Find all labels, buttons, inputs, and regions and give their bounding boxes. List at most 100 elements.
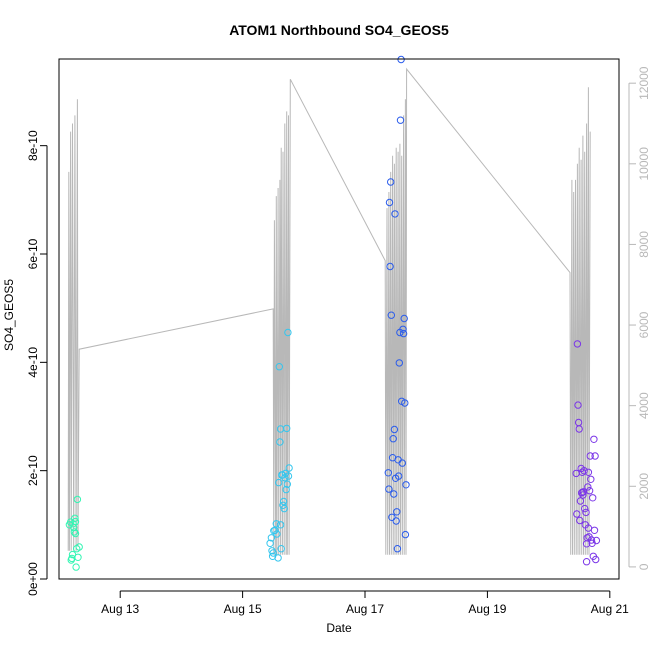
- data-point-s3-30: [590, 526, 599, 534]
- y-axis-label: SO4_GEOS5: [2, 279, 16, 351]
- y2-tick-label-4: 8000: [637, 231, 650, 258]
- y2-tick-label-1: 2000: [637, 473, 650, 500]
- x-tick-label-2: Aug 17: [346, 602, 384, 616]
- data-point-s2-24: [399, 325, 407, 333]
- data-point-s2-20: [396, 116, 405, 124]
- data-point-s0-10: [72, 563, 80, 571]
- axes-layer: Aug 13 Aug 15 Aug 17 Aug 19 Aug 21 0e+00 2e-10…: [26, 66, 650, 616]
- data-point-s2-28: [401, 530, 410, 539]
- data-point-s1-11: [276, 438, 284, 446]
- x-tick-label-0: Aug 13: [101, 602, 139, 616]
- data-point-s0-7: [70, 528, 79, 536]
- data-point-s1-16: [279, 501, 287, 509]
- y2-tick-label-3: 6000: [637, 311, 650, 338]
- data-point-s3-5: [575, 425, 583, 433]
- altitude-trace-line: [67, 67, 591, 555]
- data-point-s1-27: [275, 478, 283, 487]
- data-point-s2-27: [401, 399, 409, 407]
- data-point-s1-21: [283, 424, 291, 433]
- data-point-s3-33: [592, 536, 601, 545]
- data-point-s3-17: [582, 558, 591, 566]
- data-point-s1-26: [276, 521, 285, 529]
- data-point-s3-1: [573, 510, 581, 518]
- x-axis-label: Date: [326, 621, 352, 635]
- data-point-s2-18: [395, 359, 403, 367]
- data-point-s3-22: [585, 487, 594, 495]
- data-point-s3-23: [586, 452, 594, 460]
- y-tick-label-1: 2e-10: [26, 455, 40, 486]
- data-point-s2-9: [390, 490, 398, 498]
- y2-tick-label-0: 0: [637, 563, 650, 570]
- data-point-s2-10: [390, 425, 399, 434]
- data-point-s2-5: [387, 311, 395, 319]
- data-point-s1-4: [269, 549, 277, 557]
- data-point-s3-16: [582, 508, 590, 517]
- data-point-s3-14: [581, 504, 589, 513]
- data-point-s2-4: [387, 178, 395, 186]
- data-point-s2-23: [398, 459, 406, 467]
- y2-tick-label-6: 12000: [637, 66, 650, 100]
- data-point-s2-6: [388, 513, 396, 521]
- y-tick-label-4: 8e-10: [26, 130, 40, 161]
- data-point-s2-11: [391, 210, 399, 218]
- data-point-s3-27: [589, 494, 597, 502]
- data-point-s3-31: [591, 452, 599, 460]
- data-point-s2-13: [392, 517, 400, 525]
- y-tick-label-3: 6e-10: [26, 238, 40, 269]
- data-point-s2-3: [386, 262, 394, 271]
- data-point-s1-9: [274, 554, 282, 562]
- data-point-s1-13: [277, 545, 285, 553]
- data-point-s3-35: [578, 488, 586, 496]
- data-point-s3-6: [576, 516, 584, 525]
- data-point-s0-12: [73, 495, 82, 504]
- chart-title: ATOM1 Northbound SO4_GEOS5: [229, 22, 449, 38]
- data-point-s1-8: [273, 530, 281, 538]
- points-layer: [65, 55, 601, 571]
- data-point-s2-26: [400, 314, 408, 323]
- data-point-s1-24: [284, 472, 293, 480]
- data-point-s3-34: [584, 468, 593, 476]
- data-point-s1-10: [275, 363, 283, 371]
- data-point-s1-7: [272, 520, 280, 528]
- x-tick-label-3: Aug 19: [468, 602, 506, 616]
- data-point-s2-15: [393, 545, 402, 553]
- data-point-s1-3: [268, 552, 277, 560]
- data-point-s1-25: [285, 464, 293, 472]
- data-point-s1-28: [281, 474, 289, 482]
- data-point-s1-1: [267, 534, 276, 542]
- data-point-s2-14: [393, 508, 401, 516]
- data-point-s2-0: [384, 469, 392, 477]
- data-point-s0-8: [71, 514, 79, 522]
- data-point-s2-2: [385, 198, 394, 207]
- data-point-s1-17: [279, 497, 288, 506]
- data-point-s1-23: [284, 328, 292, 337]
- x-tick-label-1: Aug 15: [224, 602, 262, 616]
- altitude-trace-layer: [67, 67, 591, 555]
- data-point-s0-15: [71, 517, 80, 526]
- data-point-s3-13: [580, 467, 588, 475]
- y2-tick-label-2: 4000: [637, 392, 650, 419]
- data-point-s3-11: [579, 491, 587, 499]
- data-point-s3-2: [573, 340, 582, 348]
- data-point-s3-7: [576, 497, 585, 505]
- x-tick-label-4: Aug 21: [591, 602, 629, 616]
- data-point-s3-29: [590, 435, 598, 443]
- data-point-s1-22: [283, 480, 291, 488]
- data-point-s3-25: [587, 536, 596, 544]
- data-point-s2-1: [385, 485, 393, 493]
- data-point-s1-18: [280, 504, 288, 513]
- data-point-s3-19: [584, 483, 592, 491]
- data-point-s1-20: [282, 485, 290, 494]
- data-point-s1-0: [266, 539, 274, 547]
- data-point-s2-25: [399, 329, 408, 338]
- data-point-s3-24: [587, 475, 595, 483]
- data-point-s2-17: [395, 472, 403, 480]
- data-point-s2-29: [402, 481, 410, 489]
- y2-tick-label-5: 10000: [637, 147, 650, 181]
- data-point-s0-9: [71, 529, 80, 538]
- data-point-s3-32: [592, 555, 600, 564]
- plot-frame: [58, 58, 620, 580]
- data-point-s3-3: [574, 401, 582, 409]
